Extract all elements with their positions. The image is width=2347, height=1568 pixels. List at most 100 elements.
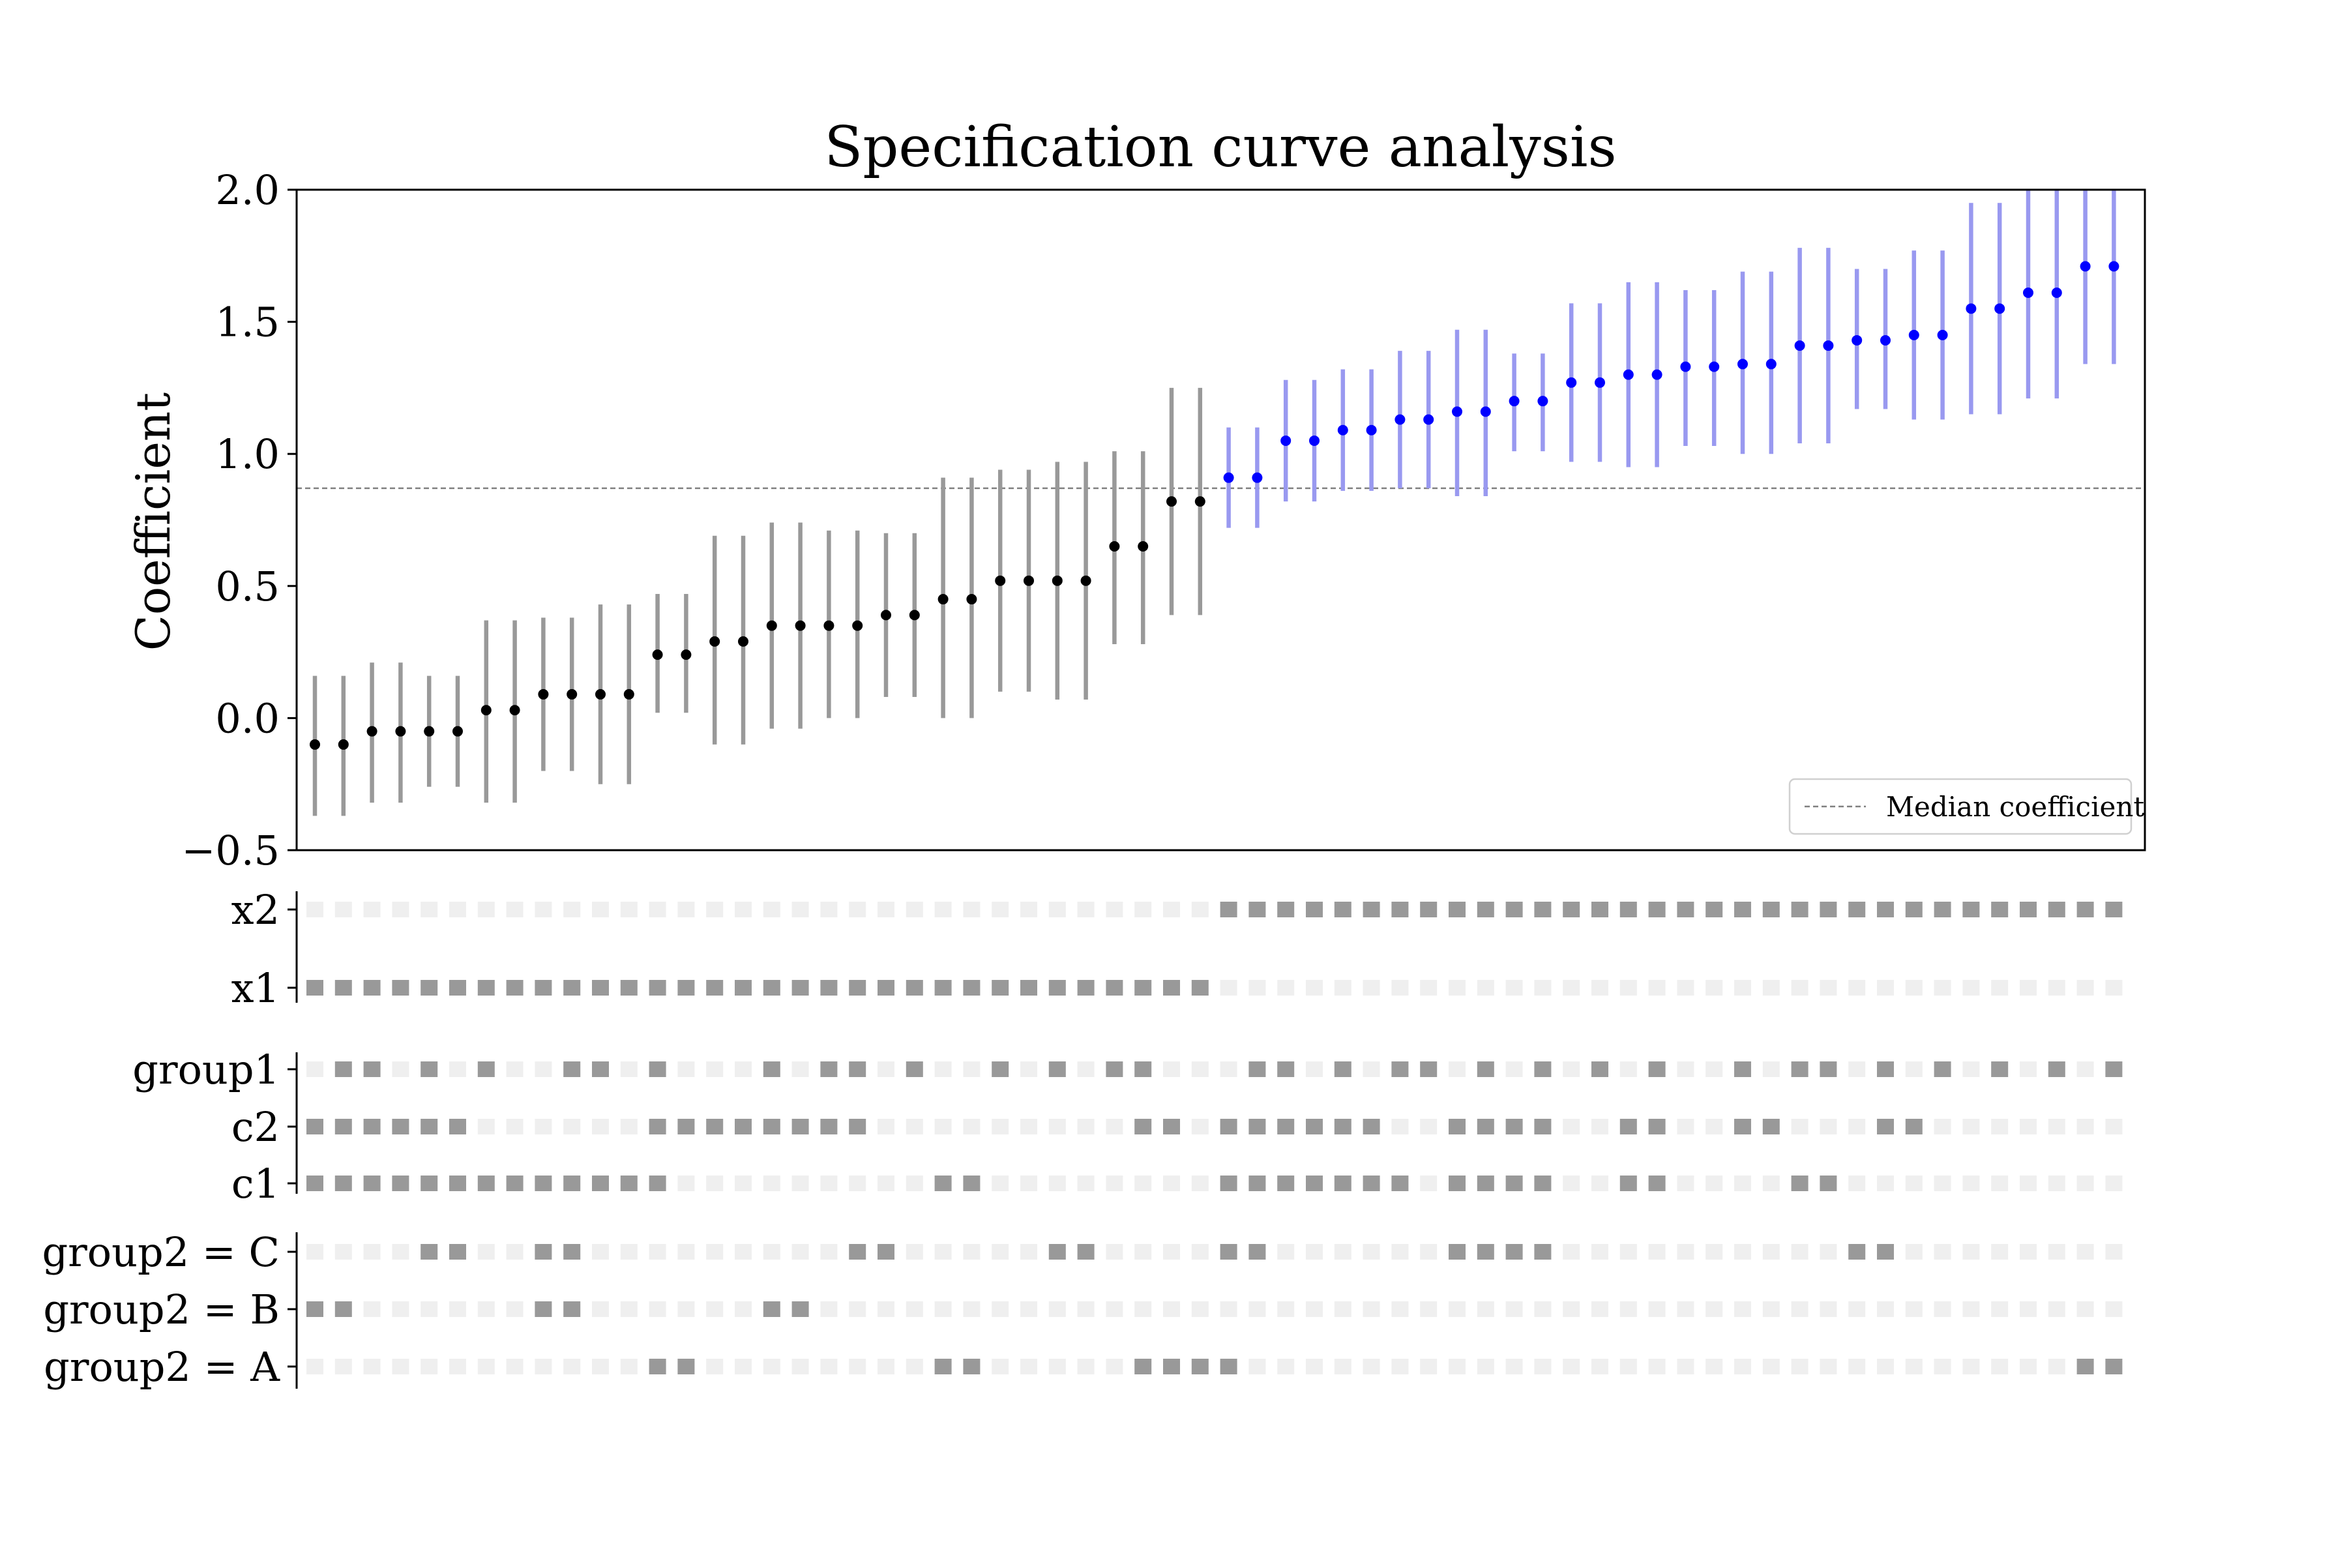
indicator-cell-on [449,1244,466,1260]
indicator-cell-off [1848,1119,1866,1134]
indicator-cell-on [392,1176,409,1191]
indicator-cell-on [1363,902,1380,917]
indicator-cell-on [1619,1119,1637,1134]
coefficient-point [1566,377,1577,388]
indicator-cell-off [992,1176,1009,1191]
indicator-cell-off [506,1359,524,1374]
indicator-cell-off [563,1359,581,1374]
indicator-cell-off [1563,1359,1580,1374]
indicator-row-label: group1 [132,1046,280,1093]
indicator-cell-on [963,1176,981,1191]
indicator-cell-off [1905,1244,1923,1260]
indicator-cell-on [706,980,724,996]
indicator-cell-on [649,1359,666,1374]
indicator-cell-on [1934,1061,1951,1077]
coefficient-point [709,636,720,647]
indicator-cell-on [363,1119,381,1134]
indicator-cell-off [1363,1301,1380,1317]
indicator-cell-off [677,1244,695,1260]
indicator-cell-on [1134,1359,1152,1374]
indicator-cell-off [1020,1359,1037,1374]
indicator-cell-off [1020,1119,1037,1134]
indicator-cell-off [506,902,524,917]
indicator-cell-off [1191,1119,1209,1134]
coefficient-point [1366,424,1377,436]
indicator-cell-on [2020,902,2037,917]
indicator-cell-on [735,1119,752,1134]
indicator-cell-on [1991,1061,2009,1077]
indicator-cell-on [421,980,438,996]
indicator-cell-off [1705,1244,1723,1260]
indicator-cell-on [1363,1176,1380,1191]
indicator-cell-on [763,980,780,996]
indicator-cell-off [1905,1061,1923,1077]
indicator-cell-off [906,1244,923,1260]
indicator-cell-on [1734,902,1751,917]
indicator-cell-off [1191,1244,1209,1260]
coefficient-point [852,620,863,631]
indicator-cell-off [791,1244,809,1260]
indicator-cell-off [1191,1301,1209,1317]
indicator-cell-off [620,1301,638,1317]
indicator-cell-off [1306,1359,1323,1374]
indicator-cell-on [1619,1176,1637,1191]
coefficient-point [966,594,977,605]
indicator-cell-off [421,902,438,917]
indicator-cell-off [1306,980,1323,996]
indicator-cell-off [992,1301,1009,1317]
indicator-cell-on [535,1244,552,1260]
indicator-row-label: x2 [231,886,280,934]
indicator-cell-off [1991,1359,2009,1374]
indicator-cell-on [1391,1176,1409,1191]
indicator-cell-on [563,1244,581,1260]
indicator-cell-off [1905,1301,1923,1317]
indicator-cell-off [563,902,581,917]
indicator-cell-off [1563,1061,1580,1077]
indicator-cell-off [1905,1176,1923,1191]
indicator-cell-on [1191,980,1209,996]
indicator-cell-off [992,1359,1009,1374]
indicator-cell-on [1248,1061,1266,1077]
indicator-cell-on [677,980,695,996]
coefficient-point [1052,575,1063,586]
indicator-cell-off [1534,1359,1552,1374]
indicator-cell-on [1762,902,1780,917]
indicator-cell-off [706,1176,724,1191]
coefficient-point [766,620,777,631]
indicator-cell-on [2048,902,2065,917]
indicator-cell-off [735,902,752,917]
indicator-cell-on [1106,1061,1123,1077]
indicator-cell-off [1363,980,1380,996]
indicator-cell-off [1420,980,1438,996]
indicator-cell-off [1848,1359,1866,1374]
indicator-cell-off [1591,1301,1608,1317]
indicator-cell-off [735,1301,752,1317]
indicator-cell-off [820,902,838,917]
indicator-cell-on [1277,1119,1295,1134]
coefficient-point [1280,435,1292,446]
indicator-cell-off [1991,980,2009,996]
coefficient-point-layer [310,261,2119,750]
indicator-cell-off [506,1119,524,1134]
indicator-cell-off [1020,1301,1037,1317]
plot-frame [295,188,2146,851]
coefficient-point [1823,340,1834,351]
indicator-cell-on [535,1176,552,1191]
indicator-cell-on [306,1119,323,1134]
indicator-cell-off [1449,1301,1466,1317]
coefficient-point [1880,334,1891,346]
indicator-cell-off [1934,1359,1951,1374]
indicator-cell-off [306,1061,323,1077]
indicator-cell-on [1420,902,1438,917]
indicator-cell-off [334,902,352,917]
coefficient-point [2023,288,2033,299]
indicator-cell-on [421,1244,438,1260]
indicator-cell-off [1991,1176,2009,1191]
indicator-cell-on [763,1119,780,1134]
indicator-cell-off [649,902,666,917]
indicator-cell-off [1991,1301,2009,1317]
indicator-cell-off [1820,1244,1837,1260]
indicator-cell-off [1449,1061,1466,1077]
indicator-cell-off [1191,1061,1209,1077]
